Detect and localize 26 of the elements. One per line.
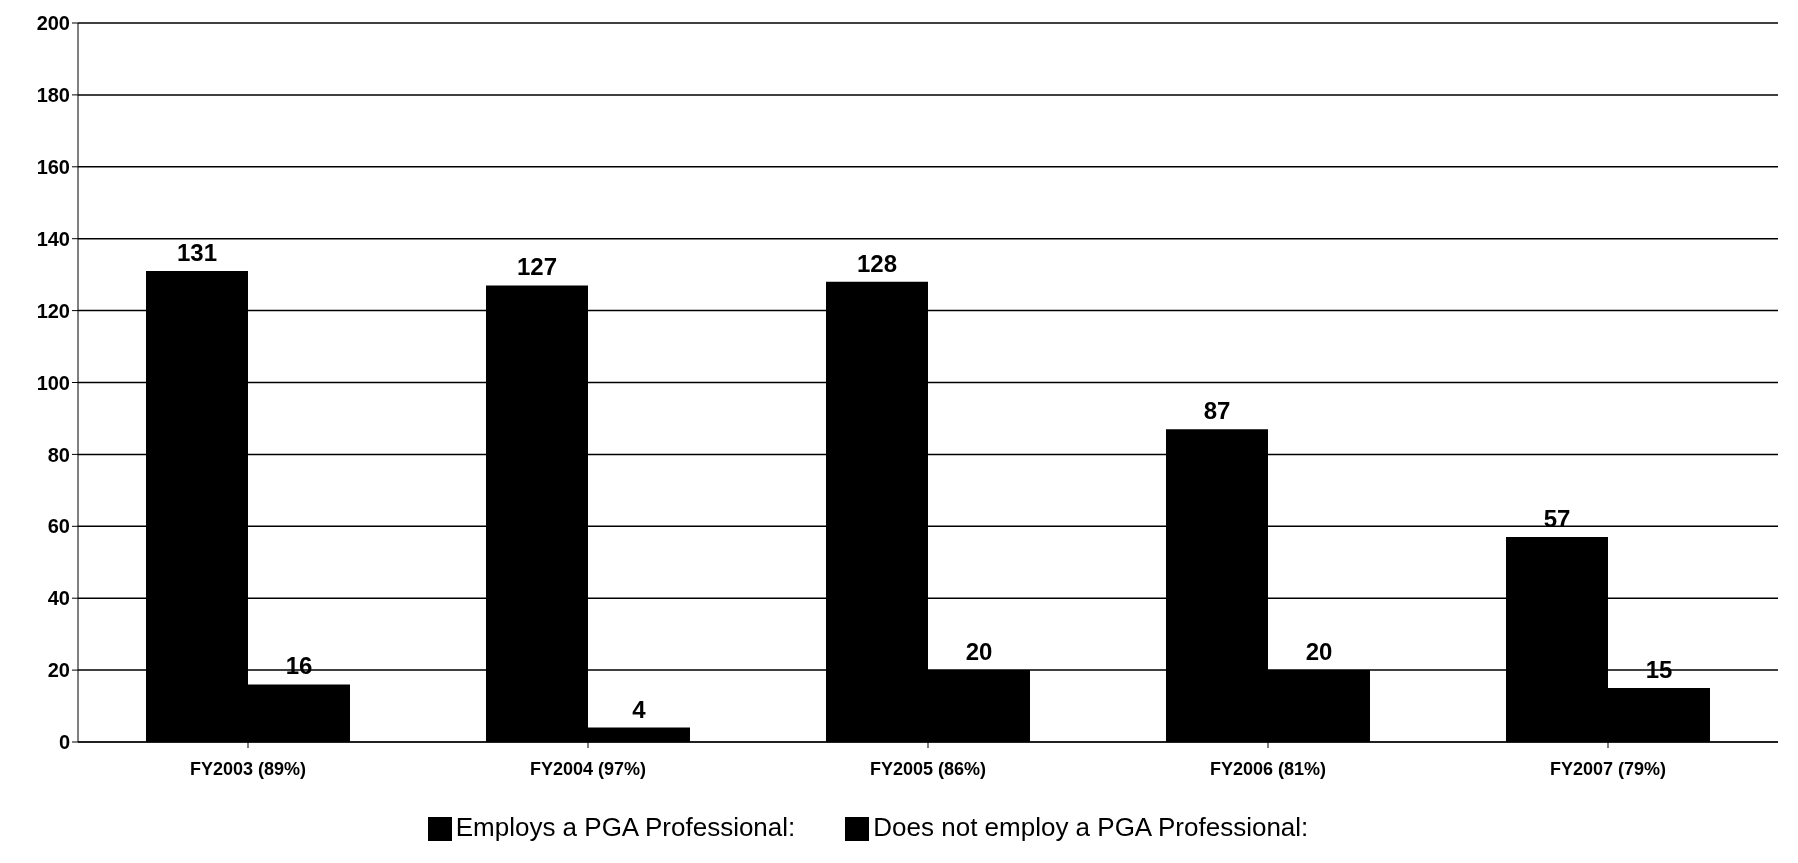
legend-label: Does not employ a PGA Professional: <box>873 812 1309 842</box>
y-tick-label: 160 <box>36 155 70 178</box>
y-tick-label: 60 <box>47 515 70 538</box>
data-label: 20 <box>1305 638 1333 666</box>
legend-label: Employs a PGA Professional: <box>455 812 796 842</box>
y-tick-label: 20 <box>47 659 70 682</box>
data-label: 57 <box>1543 505 1571 533</box>
x-tick-label: FY2007 (79%) <box>1549 758 1667 779</box>
x-tick-label: FY2004 (97%) <box>529 758 647 779</box>
data-label: 128 <box>856 249 898 277</box>
data-label: 4 <box>632 695 647 723</box>
y-tick-label: 40 <box>47 587 70 610</box>
x-tick-label: FY2003 (89%) <box>189 758 307 779</box>
y-tick-label: 0 <box>58 731 70 754</box>
y-tick-label: 100 <box>36 371 70 394</box>
y-tick-label: 120 <box>36 299 70 322</box>
data-label: 131 <box>176 239 218 267</box>
data-label: 87 <box>1203 397 1231 425</box>
data-label: 20 <box>965 638 993 666</box>
y-tick-label: 80 <box>47 443 70 466</box>
x-tick-label: FY2005 (86%) <box>869 758 987 779</box>
y-tick-label: 180 <box>36 84 70 106</box>
y-tick-label: 140 <box>36 227 70 250</box>
x-tick-label: FY2006 (81%) <box>1209 758 1327 779</box>
y-tick-label: 200 <box>36 12 70 35</box>
data-label: 127 <box>516 253 558 281</box>
